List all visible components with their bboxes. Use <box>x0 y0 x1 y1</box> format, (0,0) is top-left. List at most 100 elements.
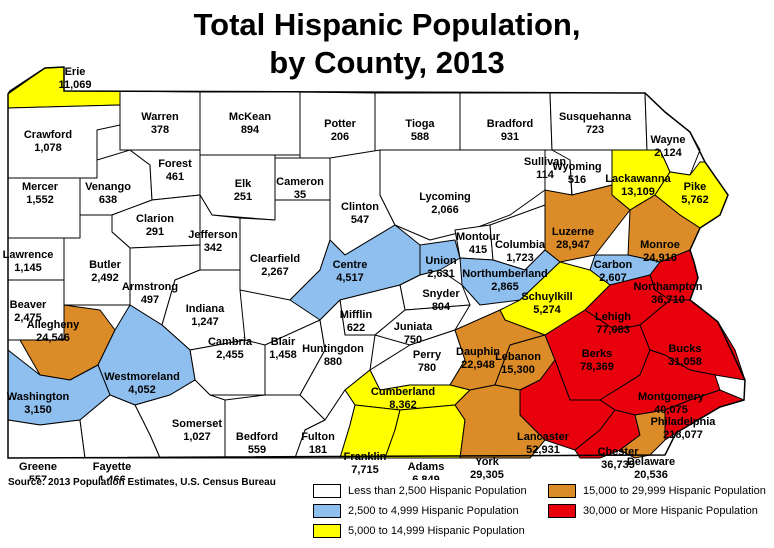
legend-swatch <box>548 484 576 498</box>
legend-swatch <box>548 504 576 518</box>
county-butler <box>63 214 131 306</box>
county-name-northampton: Northampton <box>633 281 702 293</box>
county-value-clinton: 547 <box>351 214 369 226</box>
county-name-mifflin: Mifflin <box>340 309 373 321</box>
map-title: Total Hispanic Population, by County, 20… <box>0 6 774 82</box>
county-value-allegheny: 24,546 <box>36 332 70 344</box>
county-value-montgomery: 40,075 <box>654 404 688 416</box>
county-name-cameron: Cameron <box>276 176 324 188</box>
county-value-dauphin: 22,948 <box>461 359 495 371</box>
county-value-monroe: 24,916 <box>643 252 677 264</box>
county-name-fulton: Fulton <box>301 431 335 443</box>
county-value-forest: 461 <box>166 171 184 183</box>
county-name-mckean: McKean <box>229 111 271 123</box>
title-line-1: Total Hispanic Population, <box>193 7 581 42</box>
county-name-huntingdon: Huntingdon <box>302 343 364 355</box>
county-value-wayne: 2,124 <box>654 147 682 159</box>
county-value-beaver: 2,475 <box>14 312 42 324</box>
county-name-lehigh: Lehigh <box>595 311 631 323</box>
county-value-union: 2,631 <box>427 268 455 280</box>
county-value-elk: 251 <box>234 191 252 203</box>
county-value-crawford: 1,078 <box>34 142 62 154</box>
county-value-lehigh: 77,083 <box>596 324 630 336</box>
county-name-lancaster: Lancaster <box>517 431 570 443</box>
county-value-fulton: 181 <box>309 444 327 456</box>
legend-label: 30,000 or More Hispanic Population <box>583 505 758 517</box>
county-value-lackawanna: 13,109 <box>621 186 655 198</box>
county-name-adams: Adams <box>408 461 445 473</box>
county-greene <box>7 419 86 459</box>
county-value-columbia: 1,723 <box>506 252 534 264</box>
county-name-blair: Blair <box>271 336 296 348</box>
county-value-clarion: 291 <box>146 226 164 238</box>
county-value-indiana: 1,247 <box>191 316 219 328</box>
county-value-mckean: 894 <box>241 124 260 136</box>
county-value-susquehanna: 723 <box>586 124 604 136</box>
county-value-somerset: 1,027 <box>183 431 211 443</box>
legend-item-c2500-4999: 2,500 to 4,999 Hispanic Population <box>313 502 519 520</box>
county-name-beaver: Beaver <box>10 299 47 311</box>
county-name-clarion: Clarion <box>136 213 174 225</box>
county-value-delaware: 20,536 <box>634 469 668 480</box>
legend-label: 2,500 to 4,999 Hispanic Population <box>348 505 519 517</box>
county-value-montour: 415 <box>469 244 487 256</box>
county-name-union: Union <box>425 255 456 267</box>
county-value-tioga: 588 <box>411 131 429 143</box>
county-value-mifflin: 622 <box>347 322 365 334</box>
county-value-adams: 6,849 <box>412 474 440 480</box>
county-juniata <box>374 304 471 346</box>
county-name-jefferson: Jefferson <box>188 229 238 241</box>
county-name-clinton: Clinton <box>341 201 379 213</box>
legend-swatch <box>313 524 341 538</box>
county-value-fayette: 1,466 <box>98 474 126 480</box>
county-name-cumberland: Cumberland <box>371 386 435 398</box>
county-elk <box>199 154 276 221</box>
county-value-westmoreland: 4,052 <box>128 384 156 396</box>
county-value-huntingdon: 880 <box>324 356 342 368</box>
county-name-venango: Venango <box>85 181 131 193</box>
legend-item-c15000-29999: 15,000 to 29,999 Hispanic Population <box>548 482 766 500</box>
county-value-greene: 557 <box>29 474 47 480</box>
county-name-dauphin: Dauphin <box>456 346 500 358</box>
title-line-2: by County, 2013 <box>269 45 505 80</box>
county-value-snyder: 804 <box>432 301 451 313</box>
source-note: Source: 2013 Population Estimates, U.S. … <box>8 477 276 488</box>
county-value-jefferson: 342 <box>204 242 222 254</box>
county-name-greene: Greene <box>19 461 57 473</box>
county-value-cumberland: 8,362 <box>389 399 417 411</box>
county-name-bedford: Bedford <box>236 431 278 443</box>
county-name-clearfield: Clearfield <box>250 253 300 265</box>
legend-swatch <box>313 484 341 498</box>
county-value-sullivan: 114 <box>536 169 555 181</box>
county-name-northumberland: Northumberland <box>462 268 548 280</box>
county-name-delaware: Delaware <box>627 456 675 468</box>
county-name-montour: Montour <box>456 231 501 243</box>
county-name-susquehanna: Susquehanna <box>559 111 632 123</box>
county-name-wayne: Wayne <box>650 134 685 146</box>
legend-item-c30000plus: 30,000 or More Hispanic Population <box>548 502 758 520</box>
county-name-lawrence: Lawrence <box>3 249 54 261</box>
county-value-bradford: 931 <box>501 131 519 143</box>
county-name-allegheny: Allegheny <box>27 319 80 331</box>
county-name-sullivan: Sullivan <box>524 156 566 168</box>
county-name-carbon: Carbon <box>594 259 633 271</box>
county-value-lebanon: 15,300 <box>501 364 535 376</box>
county-value-warren: 378 <box>151 124 169 136</box>
county-name-wyoming: Wyoming <box>552 161 601 173</box>
county-name-lackawanna: Lackawanna <box>605 173 671 185</box>
county-name-washington: Washington <box>7 391 70 403</box>
state-outline <box>7 66 746 459</box>
county-value-bedford: 559 <box>248 444 266 456</box>
county-name-butler: Butler <box>89 259 122 271</box>
county-value-blair: 1,458 <box>269 349 297 361</box>
legend-label: 5,000 to 14,999 Hispanic Population <box>348 525 525 537</box>
county-name-cambria: Cambria <box>208 336 253 348</box>
county-value-venango: 638 <box>99 194 117 206</box>
county-name-erie: Erie <box>65 66 86 78</box>
county-value-schuylkill: 5,274 <box>533 304 561 316</box>
county-value-centre: 4,517 <box>336 272 364 284</box>
county-name-armstrong: Armstrong <box>122 281 178 293</box>
county-name-pike: Pike <box>684 181 707 193</box>
county-name-columbia: Columbia <box>495 239 546 251</box>
county-value-pike: 5,762 <box>681 194 709 206</box>
